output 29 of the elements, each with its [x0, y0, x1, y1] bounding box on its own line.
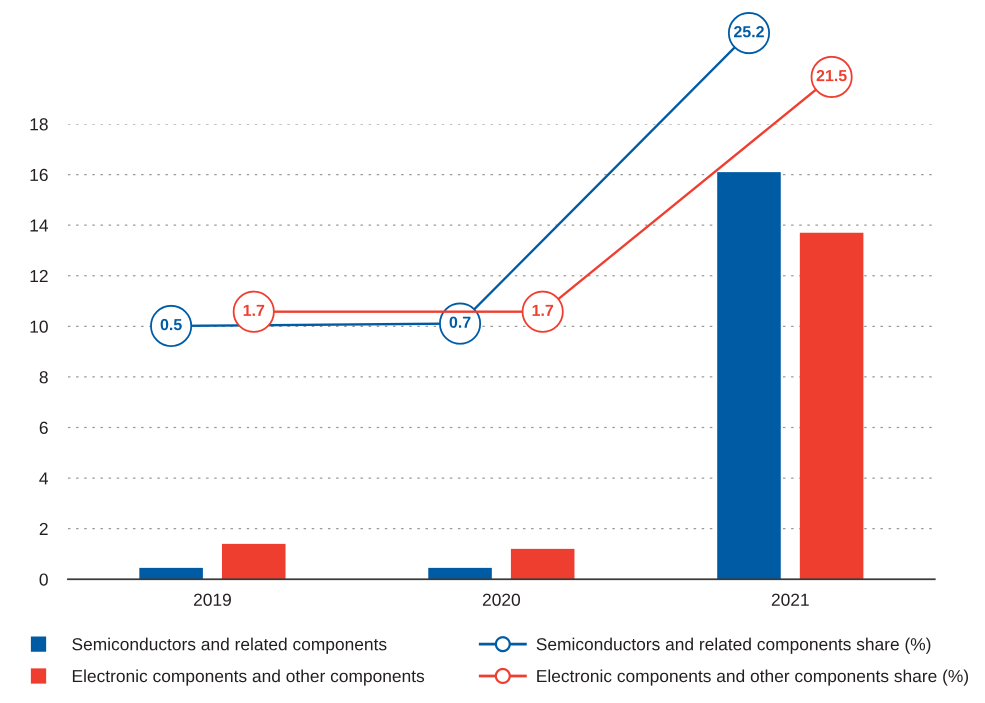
data-label: 0.5: [160, 318, 182, 330]
y-tick-label: 2: [40, 522, 48, 535]
data-label: 1.7: [244, 304, 264, 316]
bar: [717, 172, 781, 580]
data-label: 25.2: [734, 26, 764, 38]
data-label: 21.5: [816, 70, 847, 82]
bar: [222, 544, 286, 580]
bar: [510, 548, 574, 580]
x-tick-label: 2021: [772, 594, 809, 606]
bar: [800, 232, 864, 580]
legend-label: Semiconductors and related components share (%): [536, 638, 930, 654]
legend-label: Electronic components and other components: [72, 669, 424, 686]
y-tick-label: 6: [40, 422, 48, 434]
y-tick-label: 12: [30, 270, 48, 282]
bar: [139, 568, 203, 580]
y-tick-label: 4: [39, 472, 48, 484]
legend-label: Electronic components and other components share (%): [537, 669, 968, 686]
y-tick-label: 10: [30, 320, 48, 333]
y-tick-label: 16: [30, 168, 48, 182]
bar: [428, 568, 492, 580]
y-tick-label: 8: [40, 371, 48, 384]
x-tick-label: 2019: [194, 594, 231, 606]
y-tick-label: 18: [30, 118, 48, 130]
data-label: 1.7: [532, 304, 554, 316]
x-tick-label: 2020: [482, 594, 520, 606]
data-label: 0.7: [450, 316, 470, 328]
y-tick-label: 14: [30, 220, 48, 232]
legend-label: Semiconductors and related components: [72, 638, 386, 654]
y-tick-label: 0: [40, 573, 48, 586]
